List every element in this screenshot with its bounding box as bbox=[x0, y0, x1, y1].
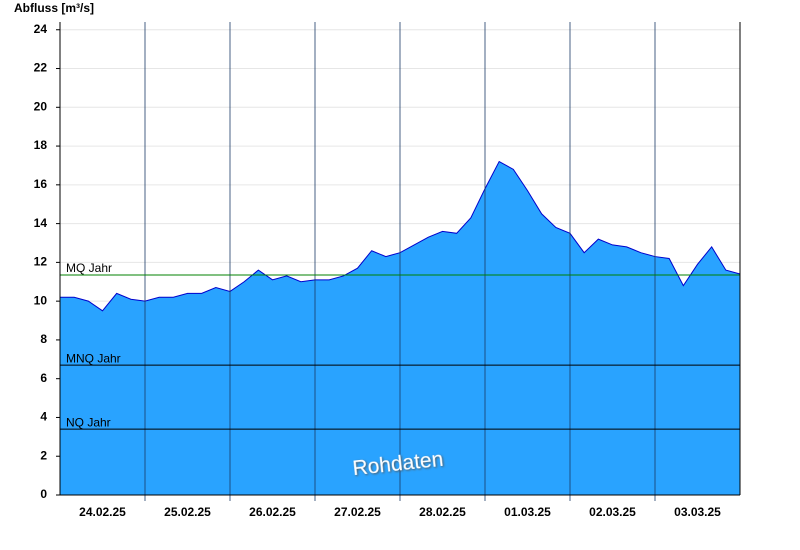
x-tick-label: 24.02.25 bbox=[79, 505, 126, 519]
x-tick-label: 26.02.25 bbox=[249, 505, 296, 519]
y-tick-label: 16 bbox=[34, 177, 48, 191]
x-tick-label: 02.03.25 bbox=[589, 505, 636, 519]
y-tick-label: 14 bbox=[34, 216, 48, 230]
y-tick-label: 6 bbox=[40, 371, 47, 385]
reference-label: MNQ Jahr bbox=[66, 351, 121, 365]
x-tick-label: 03.03.25 bbox=[674, 505, 721, 519]
y-tick-label: 0 bbox=[40, 487, 47, 501]
y-tick-label: 2 bbox=[40, 448, 47, 462]
y-tick-label: 12 bbox=[34, 255, 48, 269]
y-tick-label: 10 bbox=[34, 293, 48, 307]
reference-label: NQ Jahr bbox=[66, 415, 111, 429]
x-tick-label: 01.03.25 bbox=[504, 505, 551, 519]
reference-label: MQ Jahr bbox=[66, 261, 112, 275]
y-tick-label: 8 bbox=[40, 332, 47, 346]
x-tick-label: 27.02.25 bbox=[334, 505, 381, 519]
y-tick-label: 20 bbox=[34, 99, 48, 113]
y-tick-label: 18 bbox=[34, 138, 48, 152]
y-tick-label: 24 bbox=[34, 22, 48, 36]
y-axis-label: Abfluss [m³/s] bbox=[14, 1, 94, 15]
x-tick-label: 25.02.25 bbox=[164, 505, 211, 519]
y-tick-label: 22 bbox=[34, 61, 48, 75]
x-tick-label: 28.02.25 bbox=[419, 505, 466, 519]
y-tick-label: 4 bbox=[40, 410, 47, 424]
